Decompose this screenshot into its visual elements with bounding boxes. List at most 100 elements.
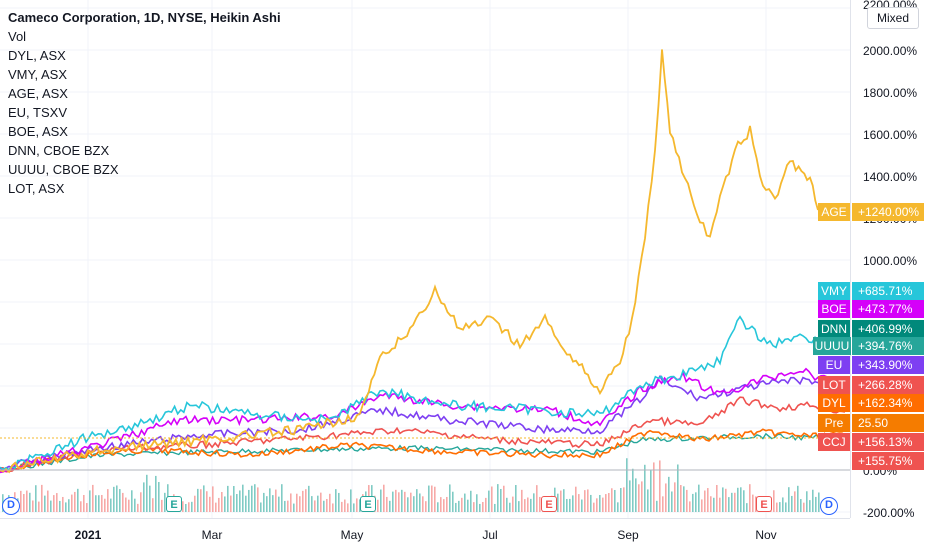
- time-tick: Sep: [617, 528, 639, 542]
- volume-bar: [59, 500, 61, 512]
- series-tag-name-dyl[interactable]: DYL: [818, 394, 850, 412]
- legend-item-boe[interactable]: BOE, ASX: [8, 124, 68, 139]
- volume-bar: [560, 490, 562, 512]
- volume-bar: [818, 492, 820, 512]
- volume-bar: [191, 501, 193, 512]
- legend-item-uuuu[interactable]: UUUU, CBOE BZX: [8, 162, 119, 177]
- volume-bar: [689, 501, 691, 512]
- series-tag-name-lot[interactable]: LOT: [818, 376, 850, 394]
- volume-bar: [428, 485, 430, 512]
- volume-bar: [86, 503, 88, 512]
- volume-bar: [326, 498, 328, 512]
- volume-bar: [92, 484, 94, 512]
- volume-bar: [662, 496, 664, 512]
- volume-bar: [485, 497, 487, 512]
- series-tag-name-eu[interactable]: EU: [818, 356, 850, 374]
- legend-item-dnn[interactable]: DNN, CBOE BZX: [8, 143, 110, 158]
- legend-item-eu[interactable]: EU, TSXV: [8, 105, 68, 120]
- volume-bar: [731, 492, 733, 512]
- volume-bar: [755, 496, 757, 512]
- earnings-event-icon[interactable]: E: [166, 496, 182, 512]
- volume-bar: [350, 489, 352, 512]
- volume-bar: [800, 499, 802, 512]
- volume-bar: [407, 497, 409, 512]
- volume-bar: [611, 488, 613, 512]
- volume-bar: [206, 491, 208, 512]
- volume-bar: [314, 500, 316, 512]
- series-line-boe: [0, 367, 846, 474]
- volume-bar: [335, 489, 337, 512]
- earnings-event-icon[interactable]: E: [541, 496, 557, 512]
- volume-bar: [455, 502, 457, 512]
- series-tag-name-dnn[interactable]: DNN: [818, 320, 850, 338]
- legend-item-vmy[interactable]: VMY, ASX: [8, 67, 68, 82]
- volume-bar: [152, 498, 154, 512]
- series-tag-name-ccj[interactable]: CCJ: [818, 433, 850, 451]
- volume-bar: [119, 489, 121, 512]
- volume-bar: [242, 484, 244, 512]
- volume-bar: [416, 489, 418, 512]
- volume-bar: [257, 487, 259, 512]
- volume-bar: [488, 490, 490, 512]
- series-tag-name-uuuu[interactable]: UUUU: [813, 337, 851, 355]
- volume-bar: [26, 490, 28, 512]
- volume-bar: [215, 502, 217, 512]
- volume-bar: [431, 485, 433, 512]
- volume-bar: [266, 496, 268, 512]
- dividend-event-icon[interactable]: D: [2, 497, 20, 515]
- volume-bar: [680, 485, 682, 512]
- volume-bar: [278, 496, 280, 512]
- volume-bar: [734, 492, 736, 512]
- volume-bar: [635, 478, 637, 512]
- volume-bar: [146, 474, 148, 512]
- series-tag-name-vmy[interactable]: VMY: [818, 282, 850, 300]
- volume-bar: [683, 486, 685, 512]
- volume-bar: [746, 503, 748, 512]
- volume-bar: [419, 493, 421, 512]
- volume-bar: [785, 502, 787, 512]
- volume-bar: [35, 485, 37, 512]
- volume-bar: [809, 500, 811, 512]
- volume-bar: [290, 493, 292, 512]
- volume-bar: [53, 495, 55, 512]
- series-lines: [0, 49, 846, 474]
- volume-bar: [773, 490, 775, 512]
- volume-bar: [227, 485, 229, 512]
- scale-mode-button[interactable]: Mixed: [867, 7, 919, 29]
- legend-item-dyl[interactable]: DYL, ASX: [8, 48, 66, 63]
- volume-bar: [338, 492, 340, 512]
- legend-title[interactable]: Cameco Corporation, 1D, NYSE, Heikin Ash…: [8, 10, 281, 25]
- series-tag-name-age[interactable]: AGE: [818, 203, 850, 221]
- volume-bar: [602, 497, 604, 512]
- legend-item-vol[interactable]: Vol: [8, 29, 27, 44]
- legend-item-lot[interactable]: LOT, ASX: [8, 181, 65, 196]
- series-tag-name-pre[interactable]: Pre: [818, 414, 850, 432]
- volume-bar: [620, 488, 622, 512]
- volume-bar: [29, 492, 31, 512]
- volume-bar: [446, 496, 448, 512]
- volume-bar: [629, 480, 631, 512]
- volume-bar: [707, 488, 709, 512]
- dividend-event-icon[interactable]: D: [820, 497, 838, 515]
- volume-bar: [650, 470, 652, 512]
- series-tag-name-boe[interactable]: BOE: [818, 300, 850, 318]
- volume-bar: [398, 492, 400, 512]
- legend-item-age[interactable]: AGE, ASX: [8, 86, 68, 101]
- volume-bar: [437, 502, 439, 512]
- volume-bar: [608, 493, 610, 512]
- chart-canvas[interactable]: [0, 0, 850, 518]
- volume-bar: [497, 484, 499, 512]
- volume-bar: [248, 489, 250, 512]
- earnings-event-icon[interactable]: E: [756, 496, 772, 512]
- volume-bar: [617, 502, 619, 512]
- volume-bar: [245, 495, 247, 512]
- time-axis[interactable]: 2021 Mar May Jul Sep Nov: [0, 518, 850, 551]
- volume-bar: [605, 494, 607, 512]
- volume-bar: [587, 489, 589, 512]
- volume-bar: [632, 468, 634, 512]
- earnings-event-icon[interactable]: E: [360, 496, 376, 512]
- volume-bar: [812, 489, 814, 512]
- volume-bar: [506, 497, 508, 512]
- volume-bar: [158, 482, 160, 512]
- volume-bar: [494, 503, 496, 512]
